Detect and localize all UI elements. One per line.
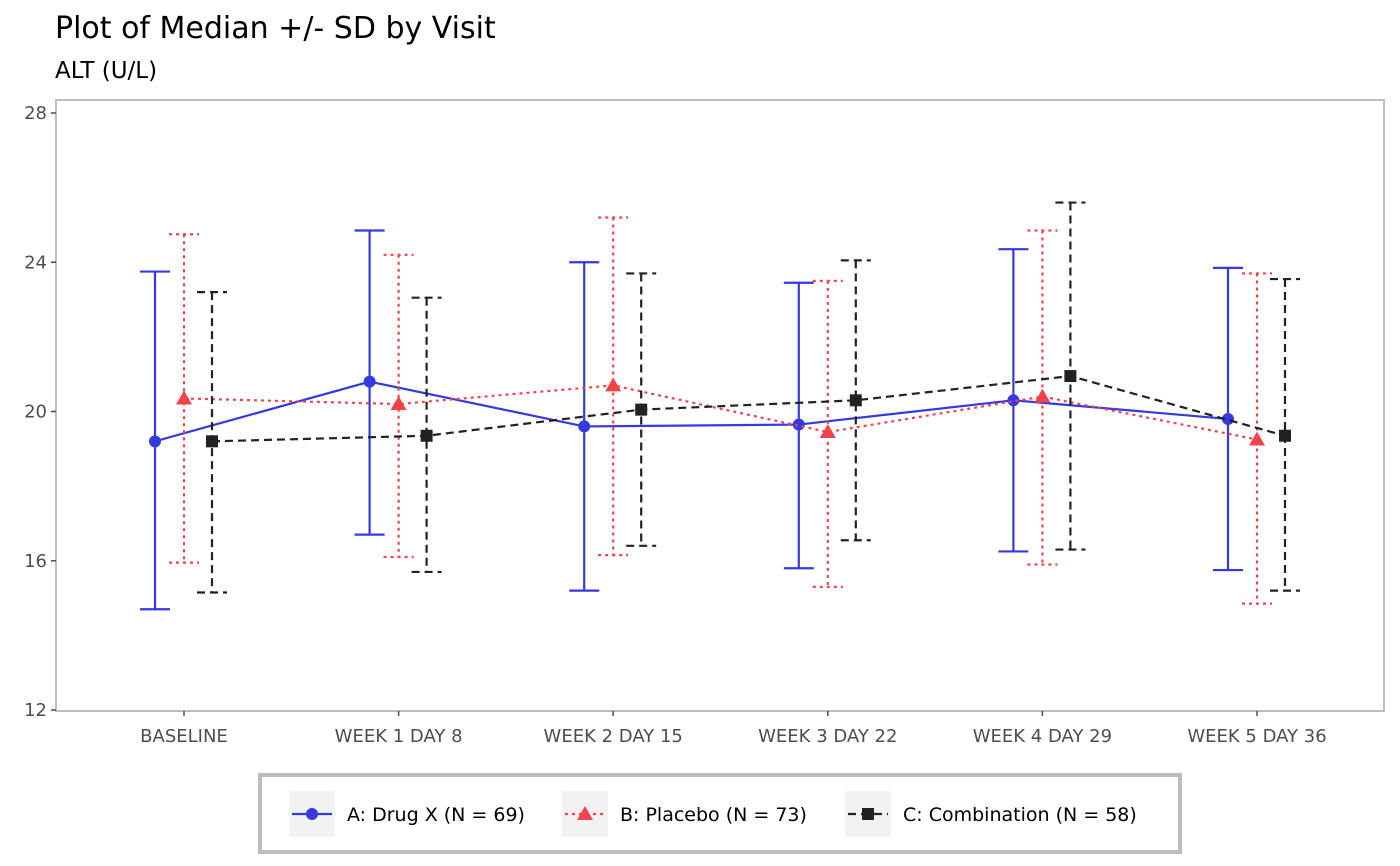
legend-label: A: Drug X (N = 69) [347, 804, 525, 826]
x-tick-label: WEEK 2 DAY 15 [544, 726, 683, 747]
legend-item-1: A: Drug X (N = 69) [289, 791, 525, 837]
data-point [1249, 431, 1265, 446]
legend: A: Drug X (N = 69) B: Placebo (N = 73) C: … [258, 773, 1182, 854]
data-point [176, 390, 192, 405]
error-bar [1270, 277, 1300, 592]
chart-subtitle: ALT (U/L) [55, 58, 157, 84]
legend-label: C: Combination (N = 58) [903, 804, 1137, 826]
error-bar [169, 233, 199, 564]
series-2 [169, 216, 1272, 605]
y-tick-label: 28 [24, 103, 47, 124]
x-tick-label: WEEK 5 DAY 36 [1187, 726, 1326, 747]
legend-box [258, 773, 1182, 854]
data-point [1034, 388, 1051, 403]
series-line [183, 384, 1258, 441]
y-tick-label: 20 [24, 402, 47, 423]
x-tick-label: WEEK 4 DAY 29 [973, 726, 1112, 747]
x-tick-label: BASELINE [140, 726, 228, 747]
legend-key-marker [306, 808, 318, 820]
x-tick-label: WEEK 1 DAY 8 [335, 726, 463, 747]
legend-key-marker [577, 806, 593, 820]
data-point [849, 394, 862, 407]
series-layer [140, 201, 1300, 611]
data-point [149, 435, 161, 448]
legend-item-2: B: Placebo (N = 73) [562, 791, 807, 837]
y-axis: 12 16 20 24 28 [24, 103, 56, 721]
series-line [211, 374, 1286, 443]
x-axis: BASELINE WEEK 1 DAY 8 WEEK 2 DAY 15 WEEK 3 … [140, 711, 1327, 747]
data-point [635, 403, 648, 416]
y-tick-label: 24 [24, 252, 47, 273]
data-point [363, 375, 376, 388]
series-3 [197, 201, 1300, 594]
error-bar [812, 279, 843, 588]
series-line [154, 380, 1229, 443]
data-point [605, 377, 622, 392]
error-bar [840, 259, 871, 542]
data-point [792, 418, 805, 431]
data-point [819, 424, 836, 439]
error-bar [383, 253, 414, 559]
chart-title: Plot of Median +/- SD by Visit [55, 11, 496, 46]
data-point [1007, 394, 1020, 407]
y-tick-label: 12 [24, 700, 47, 721]
data-point [1222, 412, 1234, 425]
error-bar [1242, 272, 1272, 605]
error-bar [1027, 229, 1058, 566]
legend-label: B: Placebo (N = 73) [620, 804, 807, 826]
data-point [420, 429, 433, 442]
legend-item-3: C: Combination (N = 58) [845, 791, 1137, 837]
data-point [390, 396, 407, 411]
data-point [206, 435, 218, 448]
legend-key-marker [862, 808, 874, 820]
series-1 [140, 229, 1243, 611]
data-point [1064, 370, 1077, 383]
data-point [578, 420, 591, 433]
y-tick-label: 16 [24, 551, 47, 572]
x-tick-label: WEEK 3 DAY 22 [758, 726, 897, 747]
data-point [1279, 429, 1291, 442]
